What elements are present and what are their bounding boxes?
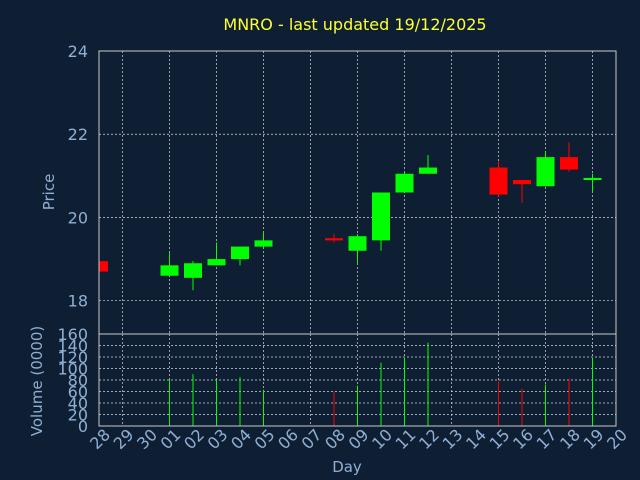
candle [98,261,108,272]
candle-body [348,236,367,251]
candle [254,232,273,249]
price-tick-label: 22 [68,125,88,144]
candle-body [419,167,437,174]
volume-axis-label: Volume (0000) [28,326,46,436]
candle-body [184,263,202,278]
candle [231,246,249,266]
candle [372,192,390,251]
volume-tick-label: 20 [68,406,88,425]
x-tick-label: 20 [603,425,631,453]
price-tick-label: 20 [68,208,88,227]
volume-tick-label: 40 [68,394,88,413]
candle-body [583,177,602,181]
volume-tick-label: 80 [68,371,88,390]
candle [583,173,602,193]
candle-body [513,180,531,185]
candle [160,252,179,276]
volume-tick-label: 140 [57,337,88,356]
candle-body [207,259,226,266]
candle-body [231,246,249,260]
candle [513,180,531,203]
candle [419,155,437,174]
candle [207,242,226,266]
price-axis-label: Price [40,174,58,211]
candle-body [99,261,108,272]
x-axis-label: Day [332,458,362,476]
candle-body [372,192,390,241]
candle-body [560,157,578,170]
volume-tick-label: 100 [57,360,88,379]
volume-tick-label: 160 [57,325,88,344]
volume-tick-label: 120 [57,348,88,367]
volume-tick-label: 0 [78,417,88,436]
price-tick-label: 18 [68,292,88,311]
x-axis: 2829300102030405060708091011121314151617… [86,425,631,453]
volume-tick-label: 60 [68,383,88,402]
price-panel: 18 20 22 24 [68,42,617,335]
candle [489,161,508,197]
candle-body [160,265,179,276]
candle-body [254,240,273,247]
candle [536,150,555,187]
price-tick-label: 24 [68,42,88,61]
candle-body [325,238,343,241]
candle [560,142,578,172]
candle-body [395,173,414,193]
candle [395,171,414,193]
candle-body [536,157,555,187]
candle [184,261,202,291]
volume-frame [98,333,617,427]
candle [348,234,367,264]
chart-title: MNRO - last updated 19/12/2025 [223,15,486,34]
candle [325,234,343,243]
candle-body [489,167,508,195]
